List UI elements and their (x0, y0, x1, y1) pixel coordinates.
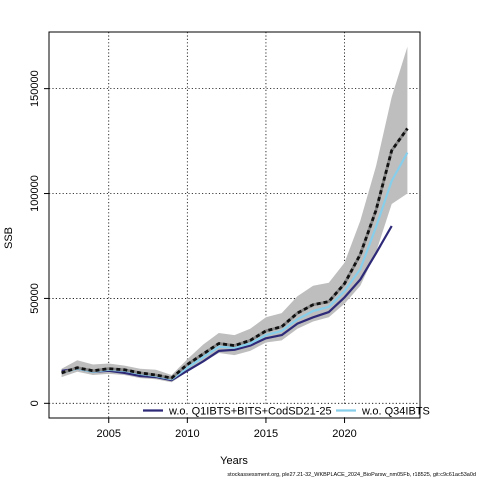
series-line-1 (61, 225, 393, 382)
x-tick-label-2005: 2005 (96, 428, 120, 440)
legend: w.o. Q1IBTS+BITS+CodSD21-25 w.o. Q34IBTS (140, 404, 430, 418)
series-line-estimate (61, 127, 409, 380)
x-tick-label-2010: 2010 (175, 428, 199, 440)
y-tick-label-150000: 150000 (29, 70, 41, 107)
x-tick-label-2015: 2015 (254, 428, 278, 440)
series-lines (61, 127, 409, 382)
x-tick-label-2020: 2020 (332, 428, 356, 440)
x-axis-title: Years (220, 455, 248, 467)
grid (49, 32, 420, 418)
legend-bg-1 (333, 404, 417, 417)
legend-label-1: w.o. Q34IBTS (361, 406, 430, 418)
confidence-band (61, 46, 408, 383)
axes: 2005 2010 2015 2020 0 50000 100000 150000 (29, 31, 421, 440)
y-tick-label-50000: 50000 (29, 283, 41, 314)
y-axis-title: SSB (3, 227, 15, 249)
confidence-band-area (61, 46, 408, 383)
y-tick-label-100000: 100000 (29, 175, 41, 212)
plot-frame (48, 31, 421, 419)
legend-label-0: w.o. Q1IBTS+BITS+CodSD21-25 (168, 406, 332, 418)
y-tick-label-0: 0 (29, 400, 41, 406)
source-footer: stockassessment.org, ple27.21-32_WKBPLAC… (227, 472, 476, 478)
legend-bg-0 (140, 404, 328, 417)
